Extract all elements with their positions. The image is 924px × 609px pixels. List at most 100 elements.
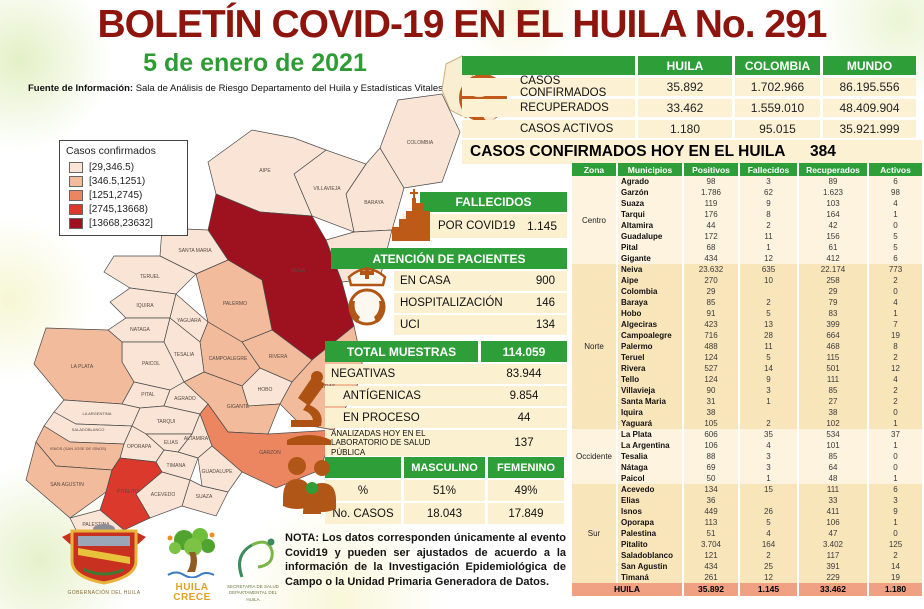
table-row: Campoalegre 716 28 664 19 — [572, 330, 922, 341]
table-row: Iquira 38 38 0 — [572, 407, 922, 418]
crece-text: HUILA CRECE — [160, 583, 224, 602]
table-cell: 1.623 — [799, 187, 867, 198]
muestras-row-label: NEGATIVAS — [331, 368, 396, 380]
legend-swatch — [69, 217, 83, 229]
table-cell: 7 — [869, 319, 922, 330]
table-header-row: Zona Municipios Positivos Fallecidos Rec… — [572, 163, 922, 176]
gender-table: MASCULINO FEMENINO % 51% 49% No. CASOS 1… — [325, 457, 567, 524]
table-cell: 106 — [799, 517, 867, 528]
table-cell: 38 — [799, 407, 867, 418]
legend-swatch — [69, 161, 83, 173]
secretaria-curve-2 — [251, 540, 274, 569]
map-legend: Casos confirmados [29,346.5) [346.5,1251)… — [59, 140, 188, 236]
muestras-row-label: ANALIZADAS HOY EN EL LABORATORIO DE SALU… — [331, 428, 431, 457]
summary-cell: 95.015 — [735, 120, 820, 138]
microscope-base — [287, 435, 331, 445]
table-cell: 434 — [684, 561, 738, 572]
table-cell: 0 — [869, 528, 922, 539]
muestras-row-value: 9.854 — [509, 390, 539, 402]
municipality-name: Iquira — [618, 407, 682, 418]
atencion-row-value: 146 — [535, 297, 555, 309]
col-recuperados: Recuperados — [799, 163, 867, 176]
muestras-row: EN PROCESO 44 — [325, 408, 567, 428]
map-label-aipe: AIPE — [259, 168, 271, 174]
gobernacion-logo: GOBERNACIÓN DEL HUILA — [58, 521, 150, 597]
gender-header-masculino: MASCULINO — [404, 457, 485, 478]
table-cell: 4 — [869, 198, 922, 209]
table-cell: 172 — [684, 231, 738, 242]
table-cell: 6 — [869, 253, 922, 264]
secretaria-caption: SECRETARIA DE SALUD DEPARTAMENTAL DEL HU… — [224, 584, 282, 603]
legend-swatch — [69, 175, 83, 187]
table-cell: 2 — [740, 550, 797, 561]
summary-header-huila: HUILA — [638, 56, 732, 75]
table-cell: 1.786 — [684, 187, 738, 198]
source-info: Fuente de Información: Sala de Análisis … — [28, 83, 443, 94]
map-label-pital: PITAL — [141, 392, 155, 398]
table-cell: 3 — [740, 451, 797, 462]
today-value: 384 — [810, 143, 836, 160]
coat-of-arms-icon — [62, 524, 146, 585]
table-cell: 5 — [869, 231, 922, 242]
table-cell: 83 — [799, 308, 867, 319]
tree-canopy-3 — [201, 539, 215, 553]
table-cell: 1 — [740, 473, 797, 484]
municipality-name: Altamira — [618, 220, 682, 231]
table-cell: 64 — [799, 462, 867, 473]
table-row: Rivera 527 14 501 12 — [572, 363, 922, 374]
municipality-name: Tesalia — [618, 451, 682, 462]
atencion-row-value: 900 — [535, 275, 555, 287]
crece-line2: CRECE — [173, 591, 211, 603]
municipalities-table: Zona Municipios Positivos Fallecidos Rec… — [570, 163, 924, 596]
municipality-name: Aipe — [618, 275, 682, 286]
table-cell: 164 — [740, 539, 797, 550]
today-label: CASOS CONFIRMADOS HOY EN EL HUILA — [470, 143, 786, 160]
table-cell: 12 — [740, 253, 797, 264]
total-cell: 1.180 — [869, 583, 922, 596]
col-positivos: Positivos — [684, 163, 738, 176]
table-row: Saladoblanco 121 2 117 2 — [572, 550, 922, 561]
map-label-neiva: NEIVA — [291, 268, 306, 274]
map-label-altamira: ALTAMIRA — [184, 436, 209, 442]
map-label-santa-maria: SANTA MARIA — [178, 248, 212, 254]
person-1-body — [283, 479, 311, 509]
table-cell: 89 — [799, 176, 867, 187]
table-cell: 50 — [684, 473, 738, 484]
table-cell: 15 — [740, 484, 797, 495]
church-icon — [392, 189, 430, 241]
table-cell: 22.174 — [799, 264, 867, 275]
legend-row: [2745,13668) — [66, 202, 181, 216]
coat-band-green — [84, 568, 124, 576]
table-cell: 85 — [799, 385, 867, 396]
municipality-name: Gigante — [618, 253, 682, 264]
municipality-name: Baraya — [618, 297, 682, 308]
table-row: San Agustin 434 25 391 14 — [572, 561, 922, 572]
table-cell: 38 — [684, 407, 738, 418]
map-label-iquira: IQUIRA — [136, 303, 154, 309]
table-cell: 2 — [740, 220, 797, 231]
table-cell: 2 — [869, 352, 922, 363]
table-cell: 85 — [684, 297, 738, 308]
page-title: BOLETÍN COVID-19 EN EL HUILA No. 291 — [97, 3, 828, 46]
zone-label-sur: Sur — [572, 484, 616, 583]
nurse-hair-right — [374, 301, 385, 323]
table-cell: 716 — [684, 330, 738, 341]
table-cell: 3.402 — [799, 539, 867, 550]
fallecidos-value: 1.145 — [526, 219, 557, 233]
municipality-name: Hobo — [618, 308, 682, 319]
person-3-body — [303, 498, 321, 514]
municipality-name: Suaza — [618, 198, 682, 209]
table-cell: 468 — [799, 341, 867, 352]
municipality-name: Acevedo — [618, 484, 682, 495]
table-cell — [740, 407, 797, 418]
muestras-row-label: EN PROCESO — [343, 412, 420, 424]
people-icon — [283, 457, 336, 514]
municipality-name: Pitalito — [618, 539, 682, 550]
municipality-name: Campoalegre — [618, 330, 682, 341]
legend-label: [13668,23632] — [89, 217, 153, 229]
table-cell: 5 — [740, 517, 797, 528]
table-cell: 29 — [684, 286, 738, 297]
table-cell: 5 — [740, 308, 797, 319]
table-cell: 0 — [869, 286, 922, 297]
